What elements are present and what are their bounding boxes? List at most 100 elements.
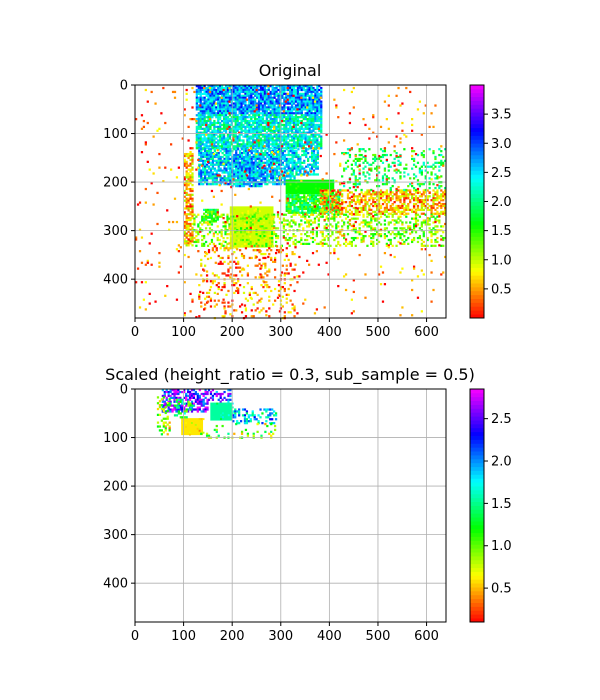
heatmap-cell: [246, 86, 249, 90]
heatmap-cell: [234, 88, 237, 92]
heatmap-cell: [294, 121, 298, 125]
heatmap-cell: [254, 161, 257, 164]
heatmap-cell: [224, 88, 228, 92]
heatmap-cell: [267, 94, 270, 97]
heatmap-cell: [395, 227, 398, 230]
heatmap-cell: [368, 206, 371, 210]
heatmap-cell: [214, 210, 217, 213]
heatmap-cell: [327, 238, 330, 242]
heatmap-cell: [426, 244, 429, 247]
heatmap-cell: [206, 208, 210, 212]
heatmap-cell: [393, 150, 396, 153]
heatmap-cell: [224, 137, 228, 140]
heatmap-cell: [399, 206, 402, 210]
heatmap-cell: [300, 106, 303, 109]
heatmap-cell: [385, 202, 388, 206]
heatmap-cell: [185, 217, 188, 220]
heatmap-cell: [275, 167, 279, 170]
heatmap-cell: [203, 234, 206, 238]
heatmap-cell: [243, 242, 247, 245]
heatmap-cell: [266, 163, 269, 166]
heatmap-cell: [304, 123, 307, 127]
heatmap-cell: [308, 173, 312, 176]
heatmap-cell: [226, 102, 230, 105]
heatmap-cell: [199, 86, 202, 90]
heatmap-cell: [381, 179, 385, 182]
heatmap-cell: [249, 217, 252, 220]
heatmap-cell: [270, 173, 273, 176]
heatmap-cell: [293, 175, 296, 178]
heatmap-cell: [304, 137, 307, 140]
heatmap-cell: [250, 143, 253, 146]
heatmap-cell: [228, 108, 232, 111]
heatmap-cell: [247, 233, 250, 236]
heatmap-cell: [300, 100, 303, 103]
heatmap-cell: [294, 137, 298, 140]
heatmap-cell: [403, 208, 406, 212]
heatmap-cell: [210, 215, 214, 218]
heatmap-cell: [197, 127, 200, 130]
heatmap-cell: [393, 227, 396, 230]
heatmap-cell: [271, 131, 274, 134]
heatmap-cell: [364, 165, 367, 168]
heatmap-cell: [342, 242, 346, 245]
heatmap-cell: [257, 143, 261, 146]
heatmap-cell: [201, 121, 204, 125]
heatmap-cell: [262, 153, 265, 157]
heatmap-cell: [185, 182, 188, 185]
heatmap-cell: [237, 233, 240, 236]
heatmap-cell: [370, 233, 373, 236]
heatmap-cell: [205, 112, 208, 115]
heatmap-cell: [249, 235, 252, 238]
heatmap-cell: [432, 204, 435, 208]
heatmap-cell: [312, 118, 315, 121]
heatmap-cell: [329, 210, 332, 213]
heatmap-cell: [312, 86, 315, 90]
heatmap-cell: [434, 193, 437, 196]
heatmap-cell: [362, 204, 365, 208]
heatmap-cell: [403, 213, 406, 216]
heatmap-cell: [264, 237, 267, 240]
heatmap-cell: [201, 106, 204, 109]
heatmap-cell: [306, 242, 309, 245]
heatmap-cell: [183, 160, 186, 163]
heatmap-cell: [256, 106, 259, 109]
heatmap-cell: [199, 85, 202, 88]
heatmap-cell: [263, 119, 267, 123]
heatmap-cell: [254, 171, 257, 174]
heatmap-cell: [320, 114, 323, 117]
heatmap-cell: [306, 100, 309, 103]
heatmap-cell: [217, 141, 220, 144]
heatmap-cell: [290, 90, 294, 94]
heatmap-cell: [260, 150, 263, 153]
heatmap-cell: [213, 143, 216, 146]
heatmap-cell: [195, 244, 198, 247]
heatmap-cell: [236, 234, 239, 238]
heatmap-cell: [248, 106, 251, 109]
heatmap-cell: [221, 106, 224, 109]
heatmap-cell: [267, 139, 270, 142]
heatmap-cell: [368, 197, 371, 200]
heatmap-cell: [292, 137, 296, 140]
heatmap-cell: [277, 167, 281, 170]
heatmap-cell: [225, 167, 228, 170]
heatmap-cell: [290, 88, 294, 92]
heatmap-cell: [257, 238, 260, 242]
heatmap-cell: [254, 145, 257, 148]
heatmap-cell: [329, 223, 332, 226]
heatmap-cell: [185, 176, 188, 179]
heatmap-cell: [183, 230, 186, 233]
heatmap-cell: [294, 88, 298, 92]
heatmap-cell: [271, 114, 274, 117]
heatmap-cell: [295, 151, 298, 155]
heatmap-cell: [211, 157, 215, 161]
heatmap-cell: [259, 96, 263, 99]
heatmap-cell: [399, 199, 402, 202]
heatmap-cell: [277, 114, 280, 117]
heatmap-cell: [228, 217, 231, 220]
heatmap-cell: [320, 123, 323, 127]
heatmap-cell: [312, 201, 316, 205]
heatmap-cell: [376, 191, 379, 194]
heatmap-cell: [438, 169, 441, 172]
heatmap-cell: [283, 100, 286, 103]
